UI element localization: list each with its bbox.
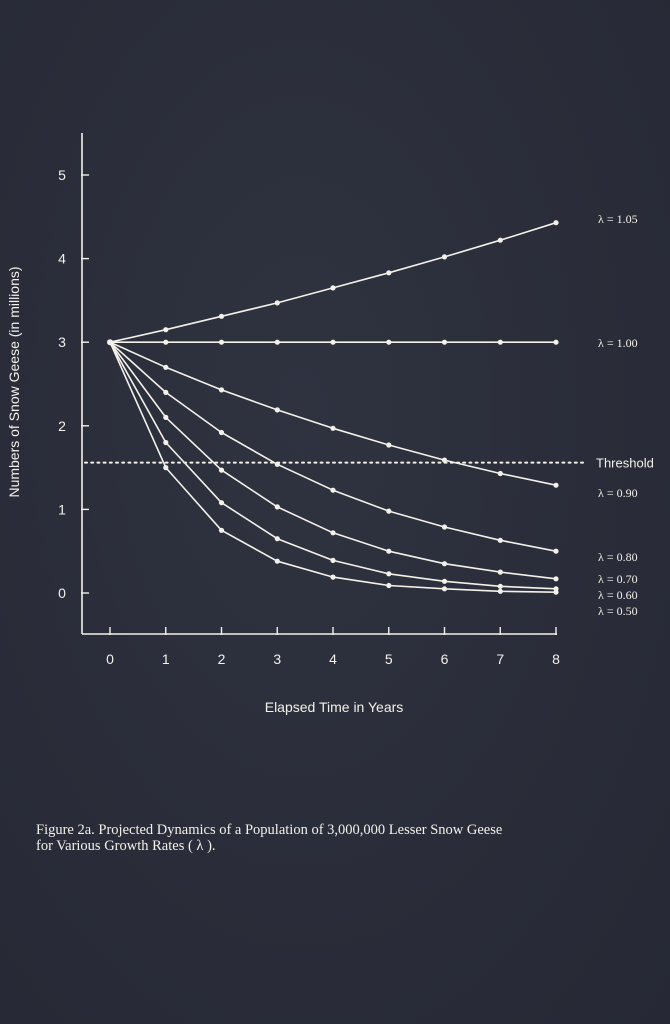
data-point <box>553 589 559 595</box>
origin-point <box>107 339 113 346</box>
series-line-6 <box>109 341 557 593</box>
data-point <box>274 407 280 413</box>
data-point <box>218 527 225 533</box>
data-point <box>497 339 503 345</box>
data-point <box>274 339 280 345</box>
data-point <box>497 537 503 543</box>
data-point <box>386 508 392 514</box>
series-lines <box>109 221 557 593</box>
threshold-label: Threshold <box>596 456 654 471</box>
data-point <box>386 270 392 276</box>
data-point <box>441 457 448 463</box>
y-tick-label: 3 <box>58 334 66 350</box>
series-label: λ = 0.50 <box>598 604 638 618</box>
data-point <box>497 237 503 243</box>
data-point <box>553 339 559 345</box>
series-line-3 <box>109 341 557 552</box>
data-point <box>441 524 448 530</box>
x-tick-label: 8 <box>552 651 560 667</box>
data-point <box>218 387 225 393</box>
data-point <box>218 429 225 436</box>
data-point <box>386 442 392 448</box>
caption-line-2: for Various Growth Rates ( λ ). <box>36 838 216 854</box>
data-point <box>163 339 169 345</box>
series-points <box>107 220 559 595</box>
data-point <box>218 500 225 506</box>
data-point <box>386 582 392 589</box>
x-tick-label: 7 <box>496 651 504 667</box>
axes: 0 1 2 3 4 5 0 1 2 3 4 5 6 7 8 <box>58 133 560 667</box>
y-tick-label: 2 <box>58 418 66 434</box>
data-point <box>553 548 559 554</box>
data-point <box>330 425 336 431</box>
x-tick-label: 6 <box>441 651 449 667</box>
data-point <box>218 339 225 345</box>
series-label: λ = 0.90 <box>598 486 638 500</box>
data-point <box>553 576 559 582</box>
y-tick-label: 0 <box>58 585 66 601</box>
data-point <box>274 300 280 306</box>
data-point <box>163 327 169 333</box>
data-point <box>330 574 336 580</box>
caption-line-1: Figure 2a. Projected Dynamics of a Popul… <box>36 822 503 838</box>
data-point <box>218 313 225 319</box>
threshold-layer: Threshold <box>84 456 654 471</box>
data-point <box>163 389 169 395</box>
data-point <box>330 285 336 291</box>
data-point <box>441 578 448 584</box>
data-point <box>163 439 169 446</box>
data-point <box>330 557 336 564</box>
y-axis-label: Numbers of Snow Geese (in millions) <box>6 266 22 497</box>
data-point <box>497 470 503 477</box>
x-axis-label: Elapsed Time in Years <box>265 699 404 715</box>
data-point <box>386 339 392 345</box>
x-tick-label: 5 <box>385 651 393 667</box>
data-point <box>274 558 280 564</box>
x-tick-label: 2 <box>218 651 226 667</box>
series-label: λ = 0.70 <box>598 572 638 586</box>
series-line-0 <box>109 221 557 343</box>
data-point <box>441 254 448 260</box>
data-point <box>497 583 503 589</box>
series-label: λ = 1.05 <box>598 212 638 226</box>
data-point <box>218 467 225 473</box>
data-point <box>274 504 280 510</box>
data-point <box>163 364 169 370</box>
data-point <box>163 465 169 471</box>
x-tick-label: 0 <box>106 651 114 667</box>
series-label: λ = 0.60 <box>598 588 638 602</box>
y-tick-label: 4 <box>58 251 66 267</box>
series-label: λ = 0.80 <box>598 550 638 564</box>
data-point <box>163 414 169 420</box>
series-label: λ = 1.00 <box>598 336 638 350</box>
data-point <box>274 536 280 542</box>
series-line-5 <box>109 341 557 590</box>
series-labels: λ = 1.05 λ = 1.00 λ = 0.90 λ = 0.80 λ = 0.70… <box>598 212 638 618</box>
data-point <box>386 548 392 554</box>
data-point <box>441 339 448 345</box>
series-line-4 <box>109 341 557 580</box>
data-point <box>553 220 559 226</box>
data-point <box>441 586 448 592</box>
data-point <box>274 461 280 467</box>
figure-caption: Figure 2a. Projected Dynamics of a Popul… <box>36 822 636 854</box>
y-tick-label: 5 <box>58 167 66 183</box>
y-tick-label: 1 <box>58 501 66 517</box>
data-point <box>330 530 336 536</box>
series-line-2 <box>109 341 557 486</box>
data-point <box>497 569 503 575</box>
x-tick-label: 1 <box>162 651 170 667</box>
data-point <box>330 339 336 345</box>
data-point <box>330 487 336 493</box>
data-point <box>497 588 503 594</box>
x-tick-label: 4 <box>329 651 337 667</box>
data-point <box>386 571 392 577</box>
x-tick-label: 3 <box>273 651 281 667</box>
data-point <box>553 482 559 488</box>
data-point <box>441 561 448 567</box>
